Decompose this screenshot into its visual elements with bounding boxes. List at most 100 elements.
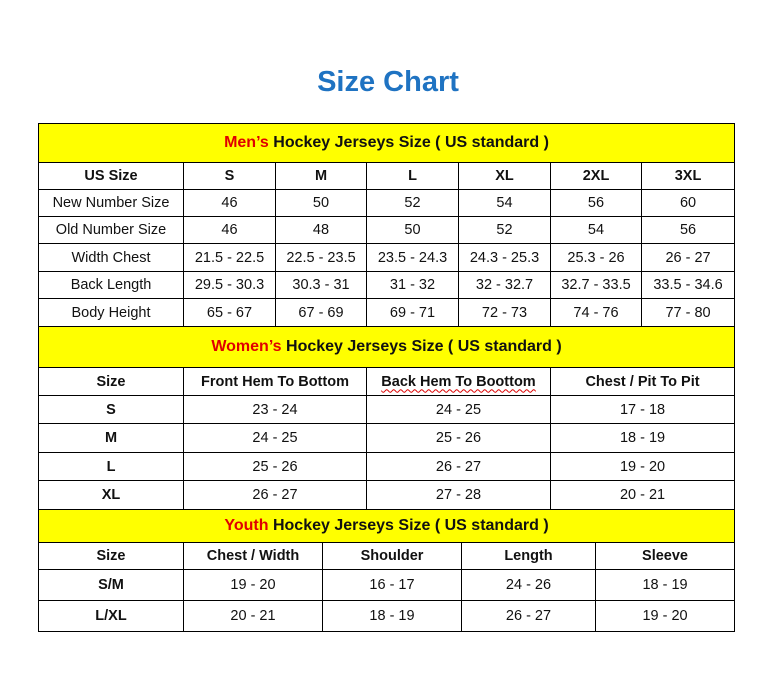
table-cell: 19 - 20 bbox=[549, 452, 736, 481]
table-cell: 20 - 21 bbox=[549, 480, 736, 510]
table-cell: 19 - 20 bbox=[594, 600, 736, 632]
youth-size-table: Youth Hockey Jerseys Size ( US standard … bbox=[37, 509, 736, 632]
table-cell: 65 - 67 bbox=[183, 298, 276, 327]
column-header: Sleeve bbox=[594, 542, 736, 570]
table-cell: 50 bbox=[366, 216, 459, 244]
table-cell: 23.5 - 24.3 bbox=[366, 243, 459, 272]
column-header: Shoulder bbox=[322, 542, 462, 570]
column-header-label: Size bbox=[96, 548, 126, 564]
table-cell: 52 bbox=[458, 216, 551, 244]
column-header-label: Shoulder bbox=[360, 548, 424, 564]
youth-section-header: Youth Hockey Jerseys Size ( US standard … bbox=[37, 509, 736, 543]
column-header-label: 3XL bbox=[674, 168, 702, 184]
column-header: S bbox=[183, 162, 276, 190]
table-row: XL 26 - 27 27 - 28 20 - 21 bbox=[38, 480, 736, 510]
table-cell: 67 - 69 bbox=[275, 298, 367, 327]
column-header: US Size bbox=[38, 162, 184, 190]
table-cell: 74 - 76 bbox=[550, 298, 642, 327]
table-cell: 50 bbox=[275, 189, 367, 217]
table-row: L 25 - 26 26 - 27 19 - 20 bbox=[38, 452, 736, 481]
table-cell: 69 - 71 bbox=[366, 298, 459, 327]
youth-section-title: Youth Hockey Jerseys Size ( US standard … bbox=[37, 509, 736, 543]
row-label: Body Height bbox=[38, 298, 184, 327]
row-label: Back Length bbox=[38, 271, 184, 299]
column-header-label: Front Hem To Bottom bbox=[201, 373, 349, 390]
section-title-accent: Men’s bbox=[224, 134, 269, 151]
table-row: Back Length 29.5 - 30.3 30.3 - 31 31 - 32 32… bbox=[38, 271, 736, 299]
table-cell: 18 - 19 bbox=[549, 423, 736, 453]
women-size-table: Women’s Hockey Jerseys Size ( US standar… bbox=[37, 326, 736, 510]
table-cell: 26 - 27 bbox=[461, 600, 596, 632]
header-row: US Size S M L XL 2XL 3XL bbox=[38, 162, 736, 190]
table-row: Width Chest 21.5 - 22.5 22.5 - 23.5 23.5 - … bbox=[38, 243, 736, 272]
table-cell: 46 bbox=[183, 216, 276, 244]
table-cell: 20 - 21 bbox=[183, 600, 323, 632]
table-cell: 27 - 28 bbox=[366, 480, 551, 510]
column-header-label: L bbox=[408, 168, 417, 184]
header-row: Size Chest / Width Shoulder Length Sleeve bbox=[38, 542, 736, 570]
column-header: Chest / Pit To Pit bbox=[549, 367, 736, 396]
table-cell: 77 - 80 bbox=[640, 298, 736, 327]
column-header: Length bbox=[461, 542, 596, 570]
table-cell: 33.5 - 34.6 bbox=[640, 271, 736, 299]
men-section-header: Men’s Hockey Jerseys Size ( US standard … bbox=[37, 123, 736, 163]
column-header-label: Sleeve bbox=[642, 548, 688, 564]
men-size-table: Men’s Hockey Jerseys Size ( US standard … bbox=[37, 123, 736, 327]
section-title-text: Hockey Jerseys Size ( US standard ) bbox=[268, 134, 549, 151]
table-cell: 26 - 27 bbox=[183, 480, 367, 510]
column-header: M bbox=[275, 162, 367, 190]
row-label: New Number Size bbox=[38, 189, 184, 217]
table-cell: 18 - 19 bbox=[322, 600, 462, 632]
column-header: Back Hem To Boottom bbox=[366, 367, 551, 396]
table-cell: 25 - 26 bbox=[183, 452, 367, 481]
column-header-label: Chest / Width bbox=[206, 548, 300, 564]
table-cell: 25.3 - 26 bbox=[550, 243, 642, 272]
table-cell: 22.5 - 23.5 bbox=[275, 243, 367, 272]
column-header: XL bbox=[458, 162, 551, 190]
column-header: Chest / Width bbox=[183, 542, 323, 570]
table-cell: 54 bbox=[458, 189, 551, 217]
table-cell: 26 - 27 bbox=[640, 243, 736, 272]
table-row: S 23 - 24 24 - 25 17 - 18 bbox=[38, 395, 736, 424]
table-cell: 24 - 25 bbox=[366, 395, 551, 424]
row-label: XL bbox=[38, 480, 184, 510]
table-cell: 23 - 24 bbox=[183, 395, 367, 424]
column-header-label: Size bbox=[96, 373, 126, 390]
section-title-accent: Youth bbox=[224, 517, 269, 534]
column-header-label: Back Hem To Boottom bbox=[381, 373, 536, 390]
table-cell: 25 - 26 bbox=[366, 423, 551, 453]
table-cell: 24 - 26 bbox=[461, 569, 596, 601]
section-title-text: Hockey Jerseys Size ( US standard ) bbox=[281, 338, 562, 355]
table-cell: 54 bbox=[550, 216, 642, 244]
table-row: Body Height 65 - 67 67 - 69 69 - 71 72 - 73 7… bbox=[38, 298, 736, 327]
column-header: Size bbox=[38, 367, 184, 396]
women-section-header: Women’s Hockey Jerseys Size ( US standar… bbox=[37, 326, 736, 368]
table-cell: 18 - 19 bbox=[594, 569, 736, 601]
table-row: New Number Size 46 50 52 54 56 60 bbox=[38, 189, 736, 217]
table-cell: 52 bbox=[366, 189, 459, 217]
table-cell: 46 bbox=[183, 189, 276, 217]
row-label: Width Chest bbox=[38, 243, 184, 272]
table-cell: 29.5 - 30.3 bbox=[183, 271, 276, 299]
column-header-label: 2XL bbox=[582, 168, 610, 184]
table-row: L/XL 20 - 21 18 - 19 26 - 27 19 - 20 bbox=[38, 600, 736, 632]
column-header: 3XL bbox=[640, 162, 736, 190]
table-row: S/M 19 - 20 16 - 17 24 - 26 18 - 19 bbox=[38, 569, 736, 601]
table-cell: 19 - 20 bbox=[183, 569, 323, 601]
column-header: Front Hem To Bottom bbox=[183, 367, 367, 396]
row-label: L/XL bbox=[38, 600, 184, 632]
column-header-label: M bbox=[314, 168, 328, 184]
column-header: 2XL bbox=[550, 162, 642, 190]
column-header-label: Chest / Pit To Pit bbox=[585, 373, 700, 390]
column-header: L bbox=[366, 162, 459, 190]
table-cell: 24 - 25 bbox=[183, 423, 367, 453]
table-cell: 56 bbox=[550, 189, 642, 217]
row-label: L bbox=[38, 452, 184, 481]
table-cell: 32 - 32.7 bbox=[458, 271, 551, 299]
column-header-label: S bbox=[224, 168, 235, 184]
table-row: Old Number Size 46 48 50 52 54 56 bbox=[38, 216, 736, 244]
table-cell: 48 bbox=[275, 216, 367, 244]
table-cell: 17 - 18 bbox=[549, 395, 736, 424]
women-section-title: Women’s Hockey Jerseys Size ( US standar… bbox=[37, 326, 736, 368]
table-cell: 56 bbox=[640, 216, 736, 244]
